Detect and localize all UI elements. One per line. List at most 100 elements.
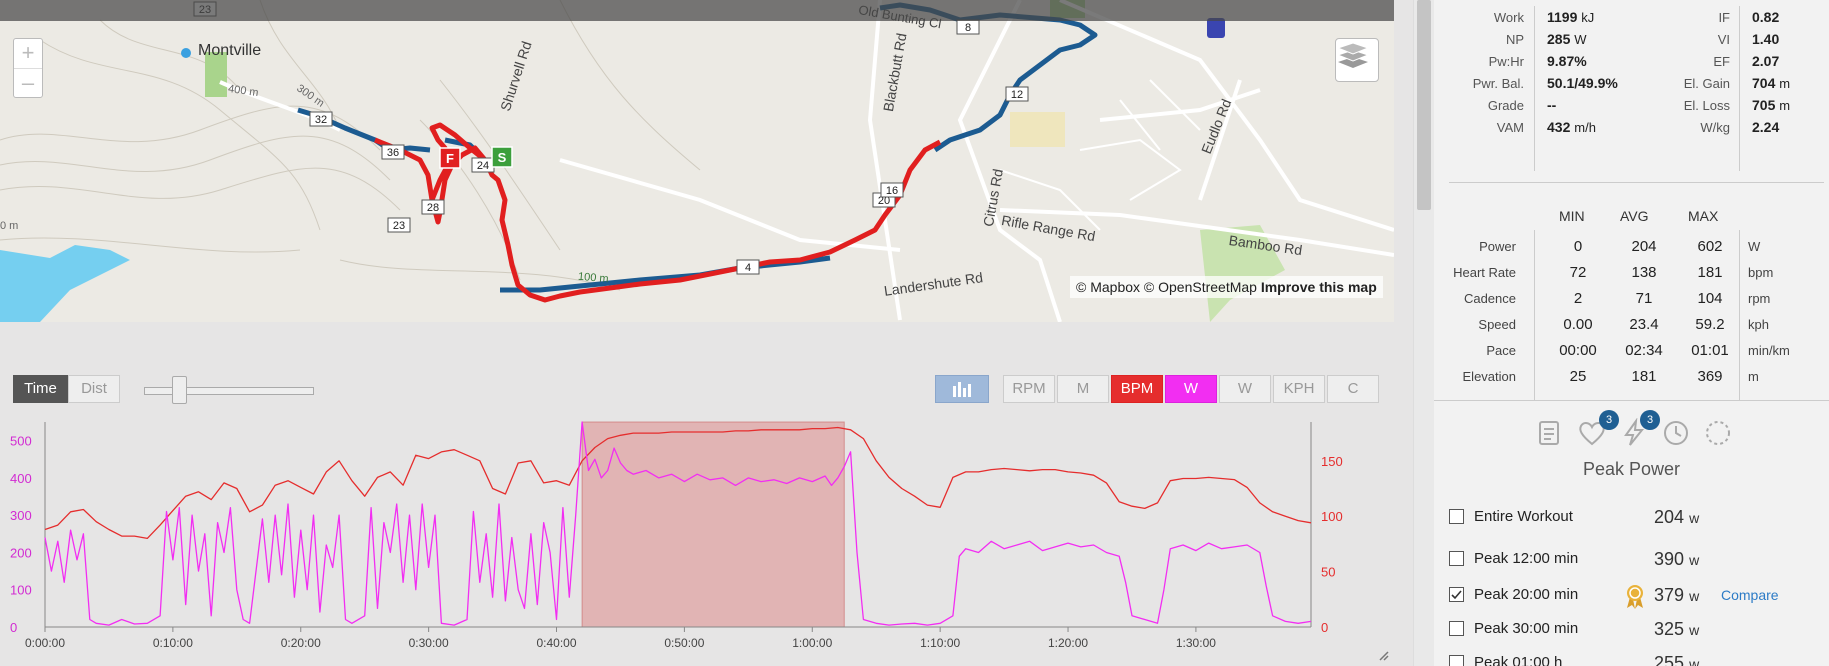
peak-row[interactable]: Peak 30:00 min 325 w — [1434, 611, 1829, 647]
metric-value: 9.87% — [1547, 53, 1587, 69]
route-map[interactable]: 23 32 36 28 23 24 12 8 20 16 4 F S Montv… — [0, 0, 1394, 322]
stats-max: 181 — [1697, 264, 1723, 281]
metric-row: El. Gain 704 m — [1434, 71, 1829, 96]
time-toggle[interactable]: Time — [13, 375, 68, 403]
compare-link[interactable]: Compare — [1721, 587, 1779, 603]
attribution-osm[interactable]: © OpenStreetMap — [1143, 279, 1257, 295]
scrollbar[interactable] — [1413, 0, 1434, 666]
park — [205, 52, 227, 97]
metric-label: Pw:Hr — [1488, 54, 1524, 69]
x-tick-label: 1:10:00 — [920, 636, 960, 650]
channel-m[interactable]: M — [1057, 375, 1109, 403]
peak-checkbox[interactable] — [1449, 551, 1464, 566]
metric-value: 1199 kJ — [1547, 9, 1595, 25]
summary-metrics: Work 1199 kJ NP 285 W Pw:Hr 9.87% Pwr. Bal… — [1434, 0, 1829, 180]
y-right-tick-label: 50 — [1321, 565, 1335, 580]
metric-value: 50.1/49.9% — [1547, 75, 1618, 91]
metric-value: 285 W — [1547, 31, 1587, 47]
metric-row: W/kg 2.24 — [1434, 115, 1829, 140]
y-left-tick-label: 100 — [10, 583, 32, 598]
channel-w-balance[interactable]: W — [1219, 375, 1271, 403]
metric-label: VAM — [1496, 120, 1524, 135]
stats-unit: kph — [1748, 317, 1769, 332]
stats-min: 72 — [1569, 264, 1587, 281]
peak-row[interactable]: Entire Workout 204 w — [1434, 499, 1829, 535]
improve-map-link[interactable]: Improve this map — [1260, 279, 1377, 295]
zoom-out-button[interactable]: – — [14, 68, 42, 97]
svg-text:28: 28 — [427, 202, 439, 214]
peak-checkbox[interactable] — [1449, 655, 1464, 666]
stats-label: Power — [1479, 239, 1516, 254]
peak-row[interactable]: Peak 12:00 min 390 w — [1434, 541, 1829, 577]
svg-text:F: F — [446, 151, 454, 166]
stats-avg: 23.4 — [1629, 316, 1659, 333]
zoom-in-button[interactable]: + — [21, 40, 35, 65]
stats-row: Cadence 2 71 104 rpm — [1434, 284, 1829, 314]
stats-unit: bpm — [1748, 265, 1774, 280]
channel-c[interactable]: C — [1327, 375, 1379, 403]
channel-rpm[interactable]: RPM — [1003, 375, 1055, 403]
selection-range — [581, 421, 845, 628]
workout-chart[interactable]: 500 400 300 200 100 0 150 100 50 0 0:00:00 0:10:00 0… — [0, 412, 1394, 666]
place-label: Montville — [198, 42, 262, 59]
metric-label: IF — [1718, 10, 1730, 25]
start-marker[interactable] — [491, 146, 513, 168]
metric-label: El. Loss — [1683, 98, 1730, 113]
peak-checkbox[interactable] — [1449, 509, 1464, 524]
y-left-tick-label: 0 — [10, 620, 17, 635]
dist-toggle[interactable]: Dist — [68, 375, 120, 403]
svg-text:23: 23 — [393, 220, 405, 232]
heart-rate-series-line — [44, 426, 1312, 540]
stats-avg: 71 — [1635, 290, 1653, 307]
map-canvas[interactable]: 23 32 36 28 23 24 12 8 20 16 4 F S — [0, 0, 1394, 322]
peak-row[interactable]: Peak 20:00 min 379 w Compare — [1434, 577, 1829, 613]
y-right-tick-label: 100 — [1321, 509, 1343, 524]
metric-row: VAM 432 m/h — [1434, 115, 1829, 140]
metric-value: 2.07 — [1752, 53, 1780, 69]
stats-label: Heart Rate — [1453, 265, 1516, 280]
stats-unit: m — [1748, 369, 1759, 384]
channel-kph[interactable]: KPH — [1273, 375, 1325, 403]
smoothing-slider-track[interactable] — [144, 387, 314, 395]
stats-avg: 138 — [1631, 264, 1657, 281]
svg-text:36: 36 — [387, 147, 399, 159]
peak-checkbox[interactable] — [1449, 587, 1464, 602]
layers-button[interactable] — [1335, 38, 1379, 82]
stats-max: 602 — [1697, 238, 1723, 255]
power-series-line — [44, 421, 1312, 626]
zoom-control: + – — [13, 38, 43, 98]
stats-unit: W — [1748, 239, 1761, 254]
y-left-tick-label: 200 — [10, 545, 32, 560]
metric-row: El. Loss 705 m — [1434, 93, 1829, 118]
peak-value: 325 w — [1654, 619, 1700, 639]
finish-marker[interactable] — [439, 147, 461, 169]
channel-w[interactable]: W — [1165, 375, 1217, 403]
header-min: MIN — [1559, 208, 1585, 224]
peak-row[interactable]: Peak 01:00 h 255 w — [1434, 645, 1829, 666]
scrollbar-thumb[interactable] — [1417, 0, 1431, 210]
stats-panel: Work 1199 kJ NP 285 W Pw:Hr 9.87% Pwr. Bal… — [1434, 0, 1829, 666]
peak-checkbox[interactable] — [1449, 621, 1464, 636]
smoothing-slider-handle[interactable] — [172, 376, 187, 404]
heart-icon[interactable] — [1577, 418, 1607, 448]
metric-label: Grade — [1487, 98, 1524, 113]
clock-icon[interactable] — [1661, 418, 1691, 448]
clipboard-icon[interactable] — [1534, 418, 1564, 448]
power-bolt-icon[interactable] — [1619, 418, 1649, 448]
attribution-mapbox[interactable]: © Mapbox — [1076, 279, 1141, 295]
svg-text:4: 4 — [745, 262, 751, 274]
metric-row: IF 0.82 — [1434, 5, 1829, 30]
circle-icon[interactable] — [1703, 418, 1733, 448]
chart-type-button[interactable] — [935, 375, 989, 403]
analysis-tabs: 3 3 — [1434, 400, 1829, 470]
stats-min: 25 — [1569, 368, 1587, 385]
x-tick-label: 0:00:00 — [25, 636, 65, 650]
roads — [219, 0, 1394, 322]
metric-value: -- — [1547, 97, 1557, 113]
svg-text:12: 12 — [1011, 89, 1023, 101]
stats-label: Speed — [1478, 317, 1516, 332]
stats-label: Elevation — [1462, 369, 1516, 384]
building-area — [1010, 112, 1065, 147]
channel-bpm[interactable]: BPM — [1111, 375, 1163, 403]
